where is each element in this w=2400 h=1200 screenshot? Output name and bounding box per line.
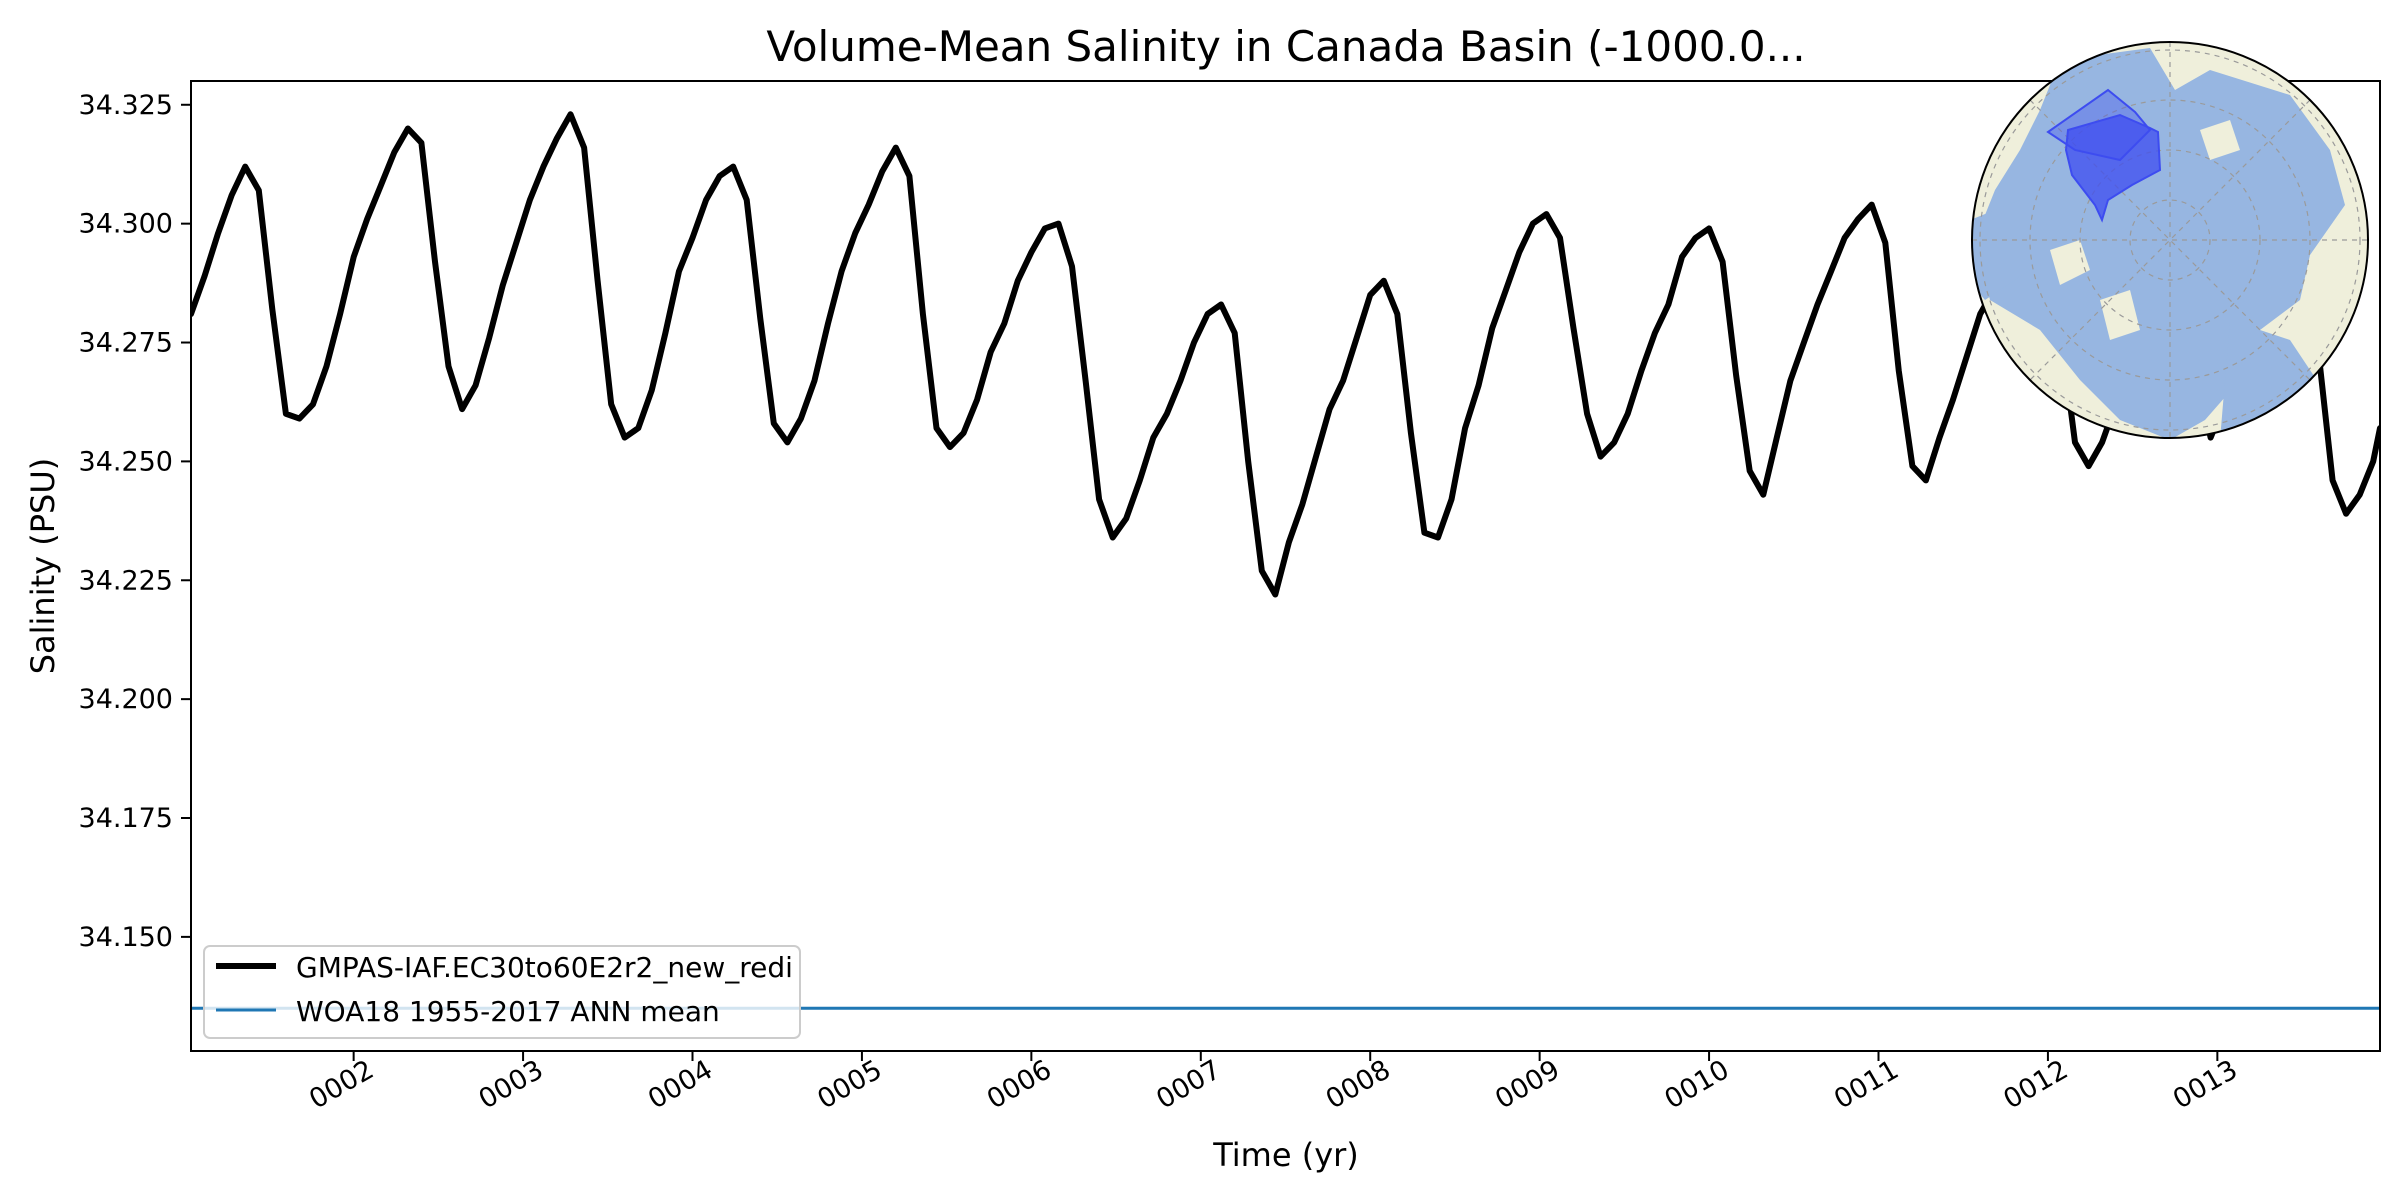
chart-legend: GMPAS-IAF.EC30to60E2r2_new_redi WOA18 19…: [203, 945, 801, 1039]
y-tick-label: 34.275: [79, 328, 173, 359]
x-tick-label: 0003: [474, 1054, 549, 1115]
x-tick-label: 0012: [1998, 1054, 2073, 1115]
x-tick-label: 0009: [1490, 1054, 1565, 1115]
y-tick-label: 34.200: [79, 684, 173, 715]
map-graticule: [1972, 42, 2368, 438]
pacific-ocean: [1972, 200, 2030, 300]
legend-label-gmpas: GMPAS-IAF.EC30to60E2r2_new_redi: [296, 951, 793, 984]
y-tick-label: 34.325: [79, 90, 173, 121]
chart-title: Volume-Mean Salinity in Canada Basin (-1…: [766, 22, 1805, 71]
legend-label-woa18: WOA18 1955-2017 ANN mean: [296, 995, 720, 1028]
y-tick-label: 34.150: [79, 922, 173, 953]
y-axis: 34.150 34.175 34.200 34.225 34.250 34.275 34.3…: [79, 90, 191, 953]
x-tick-label: 0004: [643, 1054, 718, 1115]
x-axis-label: Time (yr): [1212, 1136, 1359, 1174]
x-axis: 0002 0003 0004 0005 0006 0007 0008 0009 0010 0011…: [304, 1051, 2243, 1115]
arctic-polar-map-icon: [1971, 41, 2369, 439]
x-tick-label: 0011: [1829, 1054, 1904, 1115]
legend-box: [203, 945, 801, 1039]
x-tick-label: 0013: [2168, 1054, 2243, 1115]
y-axis-label: Salinity (PSU): [24, 458, 62, 675]
plot-frame: [190, 80, 2381, 1052]
canada-basin-region: [2064, 113, 2162, 223]
y-tick-label: 34.175: [79, 803, 173, 834]
x-tick-label: 0002: [304, 1054, 379, 1115]
map-border: [1971, 41, 2369, 439]
x-tick-label: 0006: [982, 1054, 1057, 1115]
y-tick-label: 34.250: [79, 446, 173, 477]
x-tick-label: 0005: [812, 1054, 887, 1115]
land-patch: [2200, 120, 2240, 160]
land-patch: [2050, 240, 2090, 285]
y-tick-label: 34.300: [79, 209, 173, 240]
x-tick-label: 0010: [1660, 1054, 1735, 1115]
x-tick-label: 0007: [1151, 1054, 1226, 1115]
y-tick-label: 34.225: [79, 565, 173, 596]
x-tick-label: 0008: [1321, 1054, 1396, 1115]
